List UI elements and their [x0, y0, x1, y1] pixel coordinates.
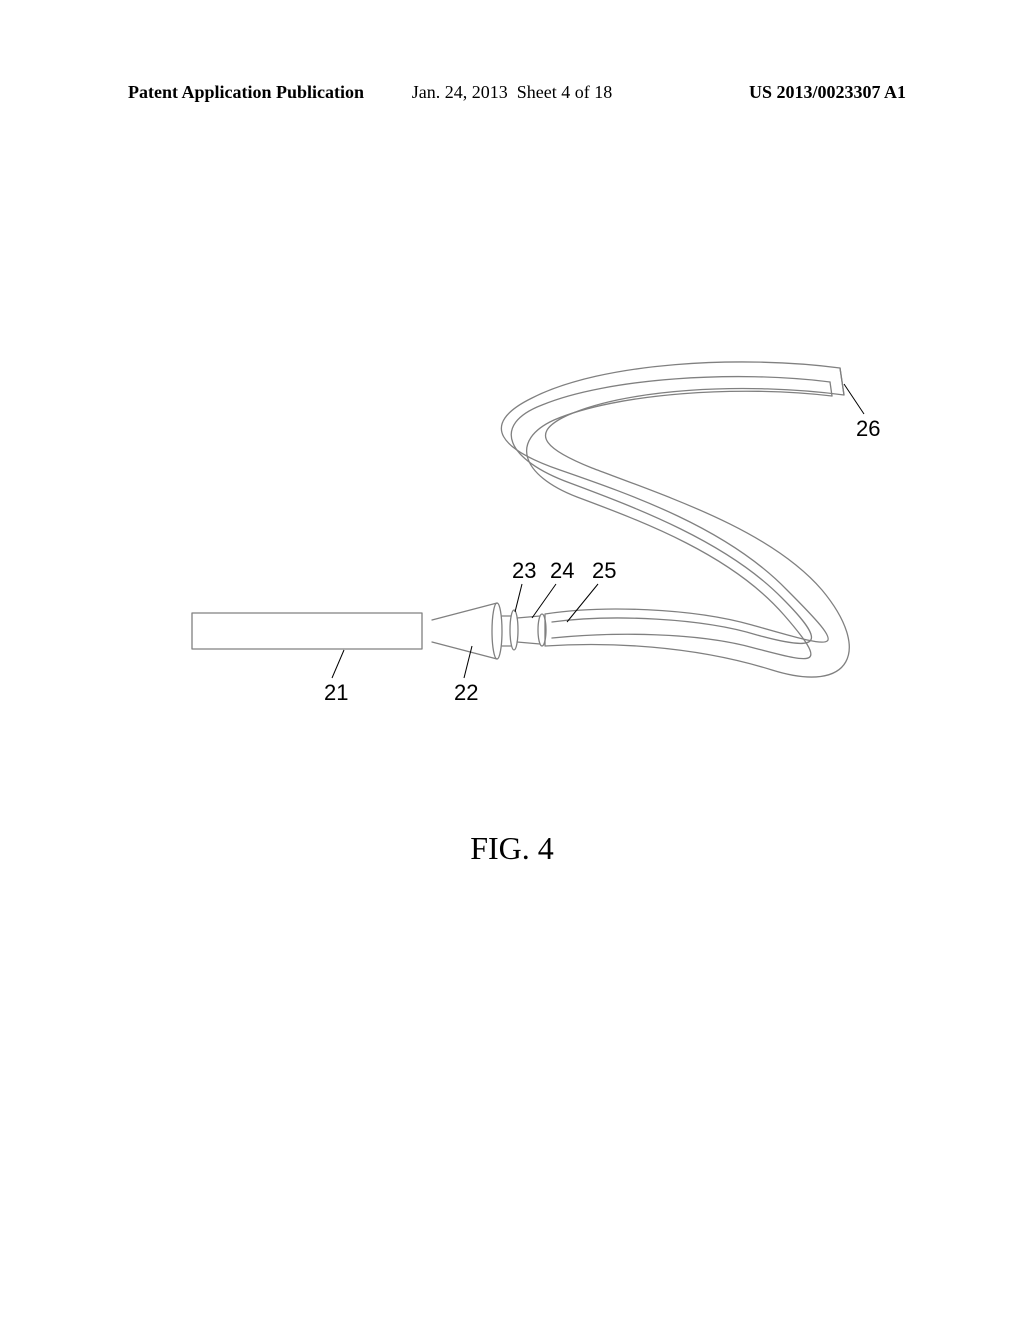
header-left-text: Patent Application Publication [128, 82, 364, 103]
tube-24 [517, 616, 540, 644]
figure-area: 21 22 23 24 25 26 [0, 350, 1024, 810]
box-21 [192, 613, 422, 649]
label-23: 23 [512, 558, 536, 583]
label-26: 26 [856, 416, 880, 441]
figure-svg: 21 22 23 24 25 26 [132, 350, 892, 780]
leader-23 [515, 584, 522, 612]
page-container: Patent Application Publication Jan. 24, … [0, 0, 1024, 1320]
header-right-text: US 2013/0023307 A1 [749, 82, 906, 103]
leader-25 [567, 584, 598, 622]
leader-26 [844, 384, 864, 414]
leader-21 [332, 650, 344, 678]
label-21: 21 [324, 680, 348, 705]
header-mid-text: Jan. 24, 2013 Sheet 4 of 18 [412, 82, 612, 103]
header-date: Jan. 24, 2013 [412, 82, 508, 102]
label-25: 25 [592, 558, 616, 583]
label-24: 24 [550, 558, 574, 583]
figure-caption: FIG. 4 [0, 830, 1024, 867]
header-sheet: Sheet 4 of 18 [517, 82, 612, 102]
s-tube-26 [501, 362, 849, 677]
page-header: Patent Application Publication Jan. 24, … [0, 82, 1024, 112]
cone-22 [432, 603, 502, 659]
label-22: 22 [454, 680, 478, 705]
